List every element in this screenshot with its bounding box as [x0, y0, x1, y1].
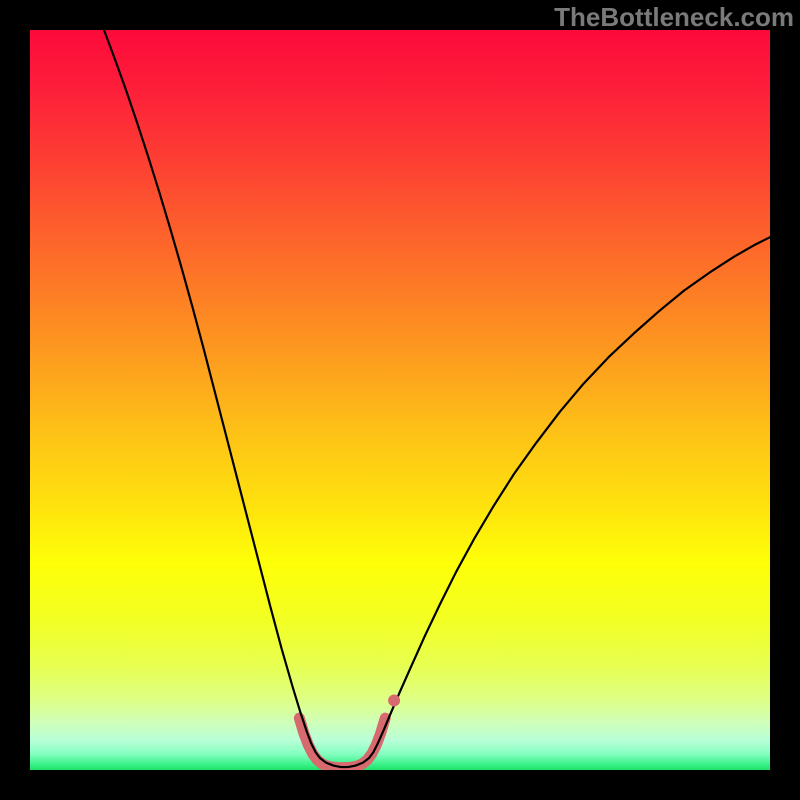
- bottleneck-curve: [104, 30, 770, 767]
- flat-zone-end-dot: [388, 694, 400, 706]
- watermark-text: TheBottleneck.com: [554, 2, 794, 33]
- chart-svg: [30, 30, 770, 770]
- chart-frame: [30, 30, 770, 770]
